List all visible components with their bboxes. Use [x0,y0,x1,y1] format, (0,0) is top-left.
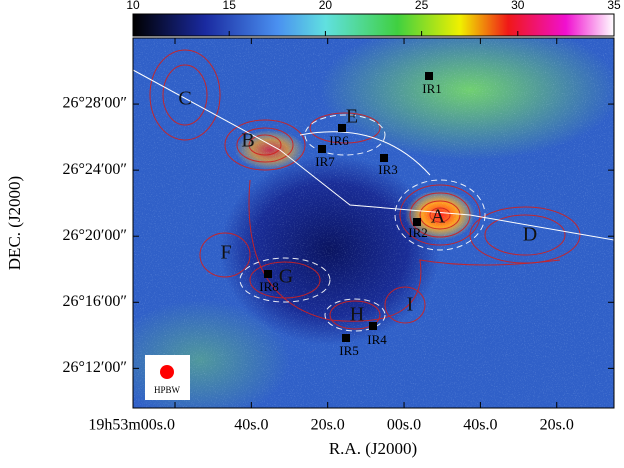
x-tick-label: 40s.0 [234,417,268,434]
colorbar-tick-label: 10 [126,0,140,12]
source-label: IR6 [329,133,349,148]
beam-label: HPBW [154,385,181,395]
region-label: A [431,206,446,228]
sky-image [133,38,614,408]
source-label: IR7 [315,154,335,169]
source-marker [413,218,421,226]
region-label: I [407,294,414,316]
source-marker [380,154,388,162]
x-tick-label: 00s.0 [387,417,421,434]
source-marker [264,270,272,278]
source-marker [369,322,377,330]
region-label: C [178,88,191,110]
x-tick-label: 19h53m00s.0 [88,417,175,434]
x-tick-label: 20s.0 [311,417,345,434]
y-tick-label: 26°20′00″ [62,227,127,244]
colorbar-tick-label: 30 [511,0,525,12]
y-tick-label: 26°12′00″ [62,359,127,376]
source-label: IR1 [422,81,442,96]
source-marker [338,124,346,132]
region-label: H [350,304,364,326]
y-tick-label: 26°24′00″ [62,161,127,178]
region-label: G [279,266,293,288]
beam [160,365,174,379]
x-axis-label: R.A. (J2000) [329,439,417,458]
y-axis-label: DEC. (J2000) [5,176,24,270]
colorbar-tick-label: 20 [319,0,333,12]
source-label: IR5 [339,343,359,358]
colorbar-tick-label: 25 [415,0,429,12]
source-label: IR2 [408,225,428,240]
colorbar-tick-label: 15 [223,0,237,12]
colorbar [132,13,615,37]
plot-frame [132,37,615,409]
region-label: E [346,106,358,128]
y-tick-label: 26°16′00″ [62,293,127,310]
x-tick-label: 40s.0 [463,417,497,434]
y-tick-label: 26°28′00″ [62,95,127,112]
region-label: D [523,224,537,246]
source-marker [425,72,433,80]
x-tick-label: 20s.0 [540,417,574,434]
region-label: F [220,242,231,264]
source-label: IR8 [259,279,279,294]
source-label: IR3 [378,162,398,177]
region-label: B [241,130,254,152]
source-marker [318,145,326,153]
colorbar-tick-label: 35 [607,0,621,12]
source-marker [342,334,350,342]
source-label: IR4 [367,332,387,347]
